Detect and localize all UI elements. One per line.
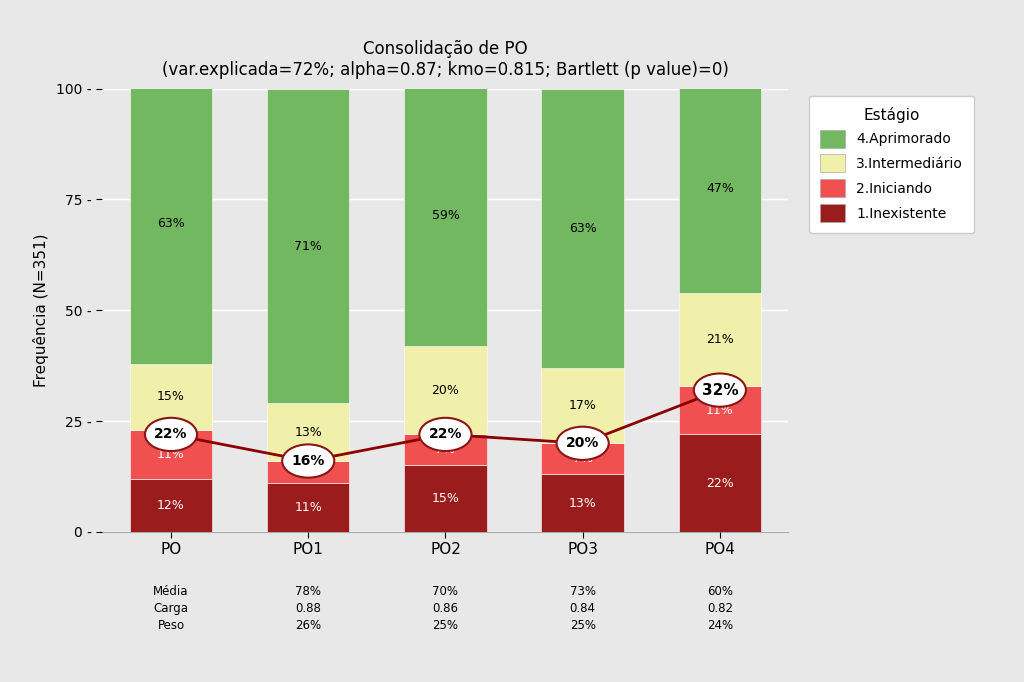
Bar <box>542 443 624 475</box>
Text: 63%: 63% <box>157 218 185 231</box>
Text: 78%
0.88
26%: 78% 0.88 26% <box>295 585 322 632</box>
Text: 16%: 16% <box>292 454 325 468</box>
Text: 21%: 21% <box>706 333 734 346</box>
Bar <box>130 430 212 479</box>
Text: Média
Carga
Peso: Média Carga Peso <box>154 585 188 632</box>
Bar <box>404 465 486 532</box>
Ellipse shape <box>557 427 608 460</box>
Bar <box>542 368 624 443</box>
Legend: 4.Aprimorado, 3.Intermediário, 2.Iniciando, 1.Inexistente: 4.Aprimorado, 3.Intermediário, 2.Inician… <box>809 95 975 233</box>
Text: 11%: 11% <box>294 501 323 514</box>
Text: 47%: 47% <box>706 182 734 195</box>
Text: 7%: 7% <box>435 443 456 456</box>
Bar <box>267 461 349 483</box>
Text: 59%: 59% <box>431 209 460 222</box>
Bar <box>679 293 761 386</box>
Text: 22%: 22% <box>429 428 462 441</box>
Text: 5%: 5% <box>298 466 318 479</box>
Text: 73%
0.84
25%: 73% 0.84 25% <box>569 585 596 632</box>
Text: 71%: 71% <box>294 239 323 252</box>
Bar <box>267 403 349 461</box>
Bar <box>130 479 212 532</box>
Bar <box>542 475 624 532</box>
Text: 60%
0.82
24%: 60% 0.82 24% <box>707 585 733 632</box>
Bar <box>267 89 349 404</box>
Ellipse shape <box>283 445 334 477</box>
Text: 15%: 15% <box>431 492 460 505</box>
Text: 13%: 13% <box>294 426 323 439</box>
Text: 15%: 15% <box>157 390 185 403</box>
Text: 17%: 17% <box>568 399 597 412</box>
Ellipse shape <box>694 374 745 406</box>
Text: 13%: 13% <box>568 496 597 509</box>
Bar <box>679 84 761 293</box>
Ellipse shape <box>420 418 471 451</box>
Text: 20%: 20% <box>566 436 599 450</box>
Text: 11%: 11% <box>706 404 734 417</box>
Text: 12%: 12% <box>157 499 185 512</box>
Text: 70%
0.86
25%: 70% 0.86 25% <box>432 585 459 632</box>
Text: 20%: 20% <box>431 383 460 397</box>
Bar <box>404 84 486 346</box>
Y-axis label: Frequência (N=351): Frequência (N=351) <box>34 233 49 387</box>
Ellipse shape <box>145 418 197 451</box>
Text: 22%: 22% <box>155 428 187 441</box>
Text: 32%: 32% <box>701 383 738 398</box>
Text: 7%: 7% <box>572 452 593 465</box>
Text: 22%: 22% <box>706 477 734 490</box>
Bar <box>679 386 761 434</box>
Bar <box>267 483 349 532</box>
Bar <box>679 434 761 532</box>
Bar <box>130 364 212 430</box>
Bar <box>542 89 624 368</box>
Text: 63%: 63% <box>568 222 597 235</box>
Bar <box>130 84 212 364</box>
Text: 11%: 11% <box>157 448 185 461</box>
Title: Consolidação de PO
(var.explicada=72%; alpha=0.87; kmo=0.815; Bartlett (p value): Consolidação de PO (var.explicada=72%; a… <box>162 40 729 79</box>
Bar <box>404 346 486 434</box>
Bar <box>404 434 486 465</box>
